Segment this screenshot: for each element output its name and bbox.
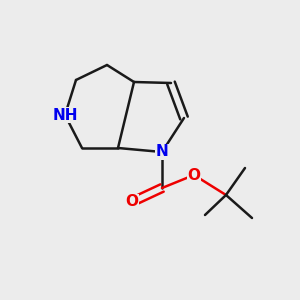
Text: O: O xyxy=(125,194,139,209)
Text: N: N xyxy=(156,145,168,160)
Text: O: O xyxy=(188,167,200,182)
Text: NH: NH xyxy=(52,107,78,122)
